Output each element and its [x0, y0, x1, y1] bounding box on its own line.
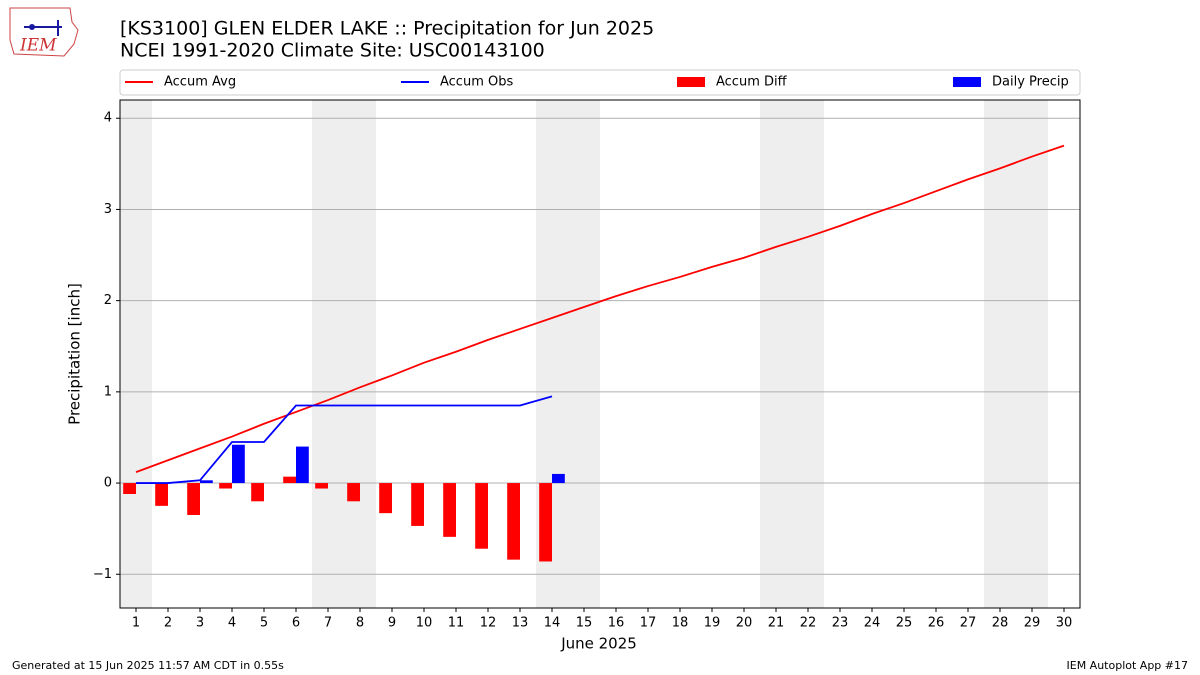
bar: [155, 483, 168, 506]
y-axis-label: Precipitation [inch]: [66, 283, 84, 425]
logo-text: IEM: [19, 36, 57, 56]
legend-swatch: [677, 77, 705, 87]
x-axis-label: June 2025: [560, 635, 637, 653]
legend-label: Daily Precip: [992, 75, 1069, 90]
x-tick-label: 2: [164, 616, 172, 631]
bar: [251, 483, 264, 502]
x-tick-label: 26: [928, 616, 945, 631]
legend-label: Accum Diff: [716, 75, 788, 90]
y-tick-label: 3: [104, 202, 112, 217]
x-tick-label: 23: [832, 616, 849, 631]
weekend-shade: [344, 100, 376, 608]
legend-box: [119, 69, 1081, 96]
x-tick-label: 20: [736, 616, 753, 631]
x-tick-label: 17: [640, 616, 657, 631]
x-tick-label: 3: [196, 616, 204, 631]
x-tick-label: 22: [800, 616, 817, 631]
footer-left: Generated at 15 Jun 2025 11:57 AM CDT in…: [12, 659, 284, 672]
bar: [411, 483, 424, 526]
weekend-shade: [120, 100, 152, 608]
x-tick-label: 28: [992, 616, 1009, 631]
x-tick-label: 14: [544, 616, 561, 631]
plot-frame: [119, 99, 1081, 609]
x-tick-label: 8: [356, 616, 364, 631]
bar: [123, 483, 136, 494]
x-tick-label: 13: [512, 616, 529, 631]
bar: [200, 480, 213, 484]
x-tick-label: 24: [864, 616, 881, 631]
x-tick-label: 1: [132, 616, 140, 631]
bar: [219, 483, 232, 489]
y-tick-label: 0: [104, 476, 112, 491]
x-tick-label: 25: [896, 616, 913, 631]
x-tick-label: 5: [260, 616, 268, 631]
y-tick-label: −1: [93, 567, 112, 582]
bar: [552, 473, 565, 484]
x-tick-label: 29: [1024, 616, 1041, 631]
x-tick-label: 9: [388, 616, 396, 631]
x-tick-label: 18: [672, 616, 689, 631]
weekend-shade: [568, 100, 600, 608]
x-tick-label: 7: [324, 616, 332, 631]
logo: IEM: [9, 7, 79, 57]
bar: [443, 483, 456, 537]
chart-subtitle: NCEI 1991-2020 Climate Site: USC00143100: [120, 40, 545, 62]
bar: [475, 483, 488, 549]
weekend-shade: [984, 100, 1016, 608]
bar: [232, 444, 245, 484]
bar: [283, 476, 296, 484]
x-tick-label: 10: [416, 616, 433, 631]
bar: [315, 483, 328, 489]
x-tick-label: 19: [704, 616, 721, 631]
weekend-shade: [792, 100, 824, 608]
bar: [539, 483, 552, 562]
x-tick-label: 6: [292, 616, 300, 631]
line: [136, 395, 553, 484]
y-tick-label: 4: [104, 111, 112, 126]
line: [135, 144, 1065, 473]
y-tick-label: 2: [104, 293, 112, 308]
weekend-shade: [1016, 100, 1048, 608]
footer-right: IEM Autoplot App #17: [1067, 659, 1189, 672]
legend-label: Accum Avg: [164, 75, 236, 90]
x-tick-label: 21: [768, 616, 785, 631]
weekend-shade: [760, 100, 792, 608]
chart-title: [KS3100] GLEN ELDER LAKE :: Precipitatio…: [120, 18, 654, 40]
bar: [507, 483, 520, 560]
weekend-shade: [312, 100, 344, 608]
y-tick-label: 1: [104, 384, 112, 399]
bar: [187, 483, 200, 515]
x-tick-label: 16: [608, 616, 625, 631]
x-tick-label: 11: [448, 616, 465, 631]
bar: [379, 483, 392, 514]
x-tick-label: 12: [480, 616, 497, 631]
bar: [347, 483, 360, 502]
legend-label: Accum Obs: [440, 75, 513, 90]
x-tick-label: 4: [228, 616, 236, 631]
x-tick-label: 15: [576, 616, 593, 631]
legend-swatch: [953, 77, 981, 87]
x-tick-label: 27: [960, 616, 977, 631]
bar: [296, 446, 309, 484]
x-tick-label: 30: [1056, 616, 1073, 631]
